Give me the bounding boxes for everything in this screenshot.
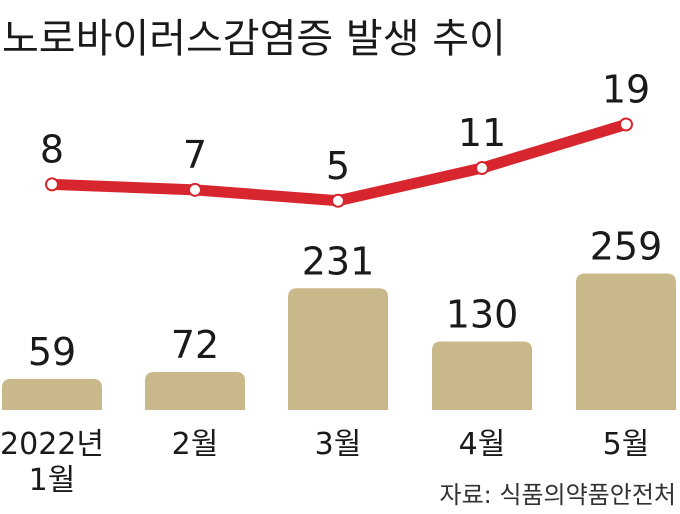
line-point-4 <box>475 161 489 176</box>
line-value-label-3: 5 <box>326 144 350 188</box>
bar-value-label-3: 231 <box>302 239 375 283</box>
category-label-1-line-1: 2022년 <box>0 427 104 462</box>
bar-value-label-2: 72 <box>171 323 219 367</box>
line-point-3 <box>331 193 345 208</box>
category-label-4: 4월 <box>459 427 506 462</box>
category-label-1-line-2: 1월 <box>29 463 76 498</box>
line-value-label-2: 7 <box>183 133 207 177</box>
bar-3 <box>288 288 388 410</box>
bar-1 <box>2 378 102 410</box>
category-label-2: 2월 <box>172 427 219 462</box>
bar-value-label-4: 130 <box>446 292 519 336</box>
bar-2 <box>145 372 245 410</box>
line-value-label-4: 11 <box>458 111 506 155</box>
bar-series: 59 72 231 130 259 <box>2 225 676 410</box>
line-point-5 <box>619 117 633 132</box>
category-label-3: 3월 <box>315 427 362 462</box>
chart-title: 노로바이러스감염증 발생 추이 <box>2 16 506 62</box>
source-note: 자료: 식품의약품안전처 <box>439 481 676 509</box>
line-point-2 <box>188 182 202 197</box>
category-label-5: 5월 <box>603 427 650 462</box>
bar-value-label-5: 259 <box>590 225 663 269</box>
bar-4 <box>432 341 532 410</box>
bar-value-label-1: 59 <box>28 330 76 374</box>
line-series: 8 7 5 11 19 <box>40 67 650 208</box>
line-point-1 <box>45 177 59 192</box>
line-value-label-5: 19 <box>602 67 650 111</box>
bar-5 <box>576 273 676 410</box>
line-value-label-1: 8 <box>40 127 64 171</box>
